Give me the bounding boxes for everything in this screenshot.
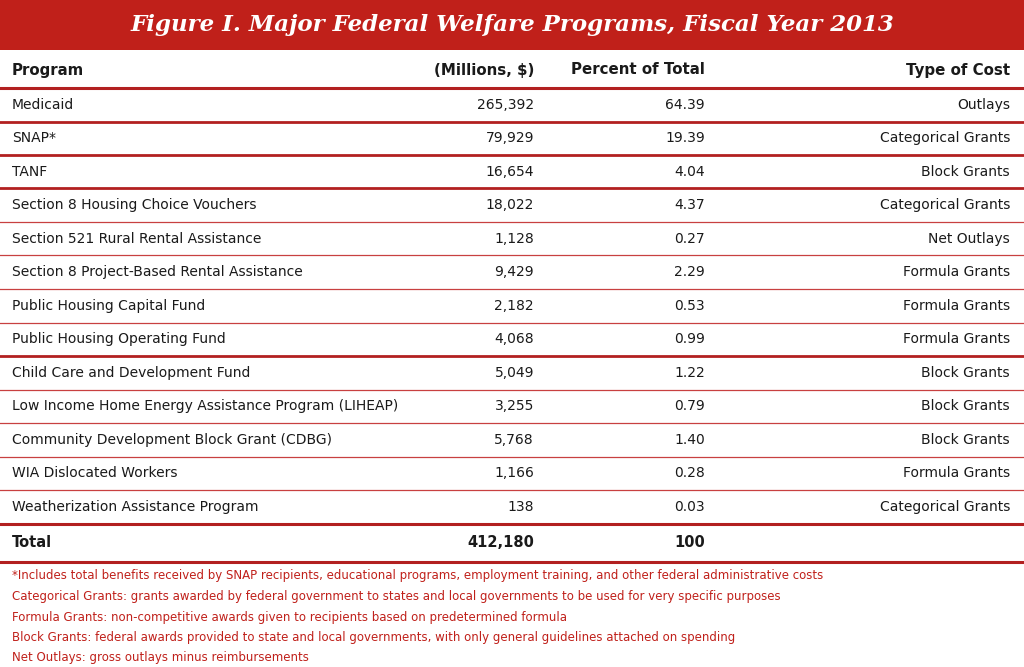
- Text: 1.40: 1.40: [674, 433, 705, 447]
- Text: 4.04: 4.04: [675, 165, 705, 179]
- Text: Block Grants: Block Grants: [922, 366, 1010, 380]
- Text: 0.53: 0.53: [675, 299, 705, 313]
- Text: Categorical Grants: Categorical Grants: [880, 198, 1010, 212]
- Text: 3,255: 3,255: [495, 400, 534, 414]
- Text: 2,182: 2,182: [495, 299, 534, 313]
- Text: 5,049: 5,049: [495, 366, 534, 380]
- Text: 0.27: 0.27: [675, 231, 705, 245]
- Text: 138: 138: [508, 500, 534, 514]
- Text: Block Grants: Block Grants: [922, 165, 1010, 179]
- Text: Weatherization Assistance Program: Weatherization Assistance Program: [12, 500, 258, 514]
- Text: Public Housing Capital Fund: Public Housing Capital Fund: [12, 299, 205, 313]
- Text: Net Outlays: gross outlays minus reimbursements: Net Outlays: gross outlays minus reimbur…: [12, 652, 309, 664]
- Text: *Includes total benefits received by SNAP recipients, educational programs, empl: *Includes total benefits received by SNA…: [12, 570, 823, 582]
- Text: Net Outlays: Net Outlays: [928, 231, 1010, 245]
- Text: Block Grants: Block Grants: [922, 400, 1010, 414]
- Text: 0.79: 0.79: [674, 400, 705, 414]
- Text: SNAP*: SNAP*: [12, 131, 56, 145]
- Text: 5,768: 5,768: [495, 433, 534, 447]
- Text: 64.39: 64.39: [666, 98, 705, 112]
- Text: 0.03: 0.03: [675, 500, 705, 514]
- Text: Formula Grants: Formula Grants: [903, 265, 1010, 279]
- Text: 0.99: 0.99: [674, 332, 705, 346]
- Text: 0.28: 0.28: [674, 466, 705, 480]
- Text: 1,166: 1,166: [495, 466, 534, 480]
- Text: 16,654: 16,654: [485, 165, 534, 179]
- Text: 79,929: 79,929: [485, 131, 534, 145]
- Text: Categorical Grants: Categorical Grants: [880, 500, 1010, 514]
- Text: Figure I. Major Federal Welfare Programs, Fiscal Year 2013: Figure I. Major Federal Welfare Programs…: [130, 14, 894, 36]
- Text: Percent of Total: Percent of Total: [571, 63, 705, 77]
- Text: Low Income Home Energy Assistance Program (LIHEAP): Low Income Home Energy Assistance Progra…: [12, 400, 398, 414]
- Text: 9,429: 9,429: [495, 265, 534, 279]
- Text: 1.22: 1.22: [674, 366, 705, 380]
- Text: (Millions, $): (Millions, $): [433, 63, 534, 77]
- Text: Section 521 Rural Rental Assistance: Section 521 Rural Rental Assistance: [12, 231, 261, 245]
- Text: Child Care and Development Fund: Child Care and Development Fund: [12, 366, 251, 380]
- Text: 2.29: 2.29: [674, 265, 705, 279]
- Text: 1,128: 1,128: [495, 231, 534, 245]
- Text: Categorical Grants: Categorical Grants: [880, 131, 1010, 145]
- Text: 100: 100: [674, 535, 705, 550]
- Text: Block Grants: federal awards provided to state and local governments, with only : Block Grants: federal awards provided to…: [12, 631, 735, 644]
- Text: Formula Grants: Formula Grants: [903, 299, 1010, 313]
- Text: Section 8 Housing Choice Vouchers: Section 8 Housing Choice Vouchers: [12, 198, 256, 212]
- Text: Total: Total: [12, 535, 52, 550]
- Text: Community Development Block Grant (CDBG): Community Development Block Grant (CDBG): [12, 433, 332, 447]
- Text: 265,392: 265,392: [477, 98, 534, 112]
- Text: 4.37: 4.37: [675, 198, 705, 212]
- Text: Section 8 Project-Based Rental Assistance: Section 8 Project-Based Rental Assistanc…: [12, 265, 303, 279]
- Text: 412,180: 412,180: [467, 535, 534, 550]
- Bar: [0, 0, 1024, 50]
- Text: TANF: TANF: [12, 165, 47, 179]
- Text: 18,022: 18,022: [485, 198, 534, 212]
- Text: Program: Program: [12, 63, 84, 77]
- Text: Outlays: Outlays: [957, 98, 1010, 112]
- Text: Medicaid: Medicaid: [12, 98, 75, 112]
- Text: Formula Grants: Formula Grants: [903, 332, 1010, 346]
- Text: 19.39: 19.39: [666, 131, 705, 145]
- Text: Block Grants: Block Grants: [922, 433, 1010, 447]
- Text: Type of Cost: Type of Cost: [906, 63, 1010, 77]
- Text: 4,068: 4,068: [495, 332, 534, 346]
- Text: Formula Grants: non-competitive awards given to recipients based on predetermine: Formula Grants: non-competitive awards g…: [12, 610, 567, 624]
- Text: Categorical Grants: grants awarded by federal government to states and local gov: Categorical Grants: grants awarded by fe…: [12, 590, 780, 603]
- Text: WIA Dislocated Workers: WIA Dislocated Workers: [12, 466, 177, 480]
- Text: Public Housing Operating Fund: Public Housing Operating Fund: [12, 332, 225, 346]
- Text: Formula Grants: Formula Grants: [903, 466, 1010, 480]
